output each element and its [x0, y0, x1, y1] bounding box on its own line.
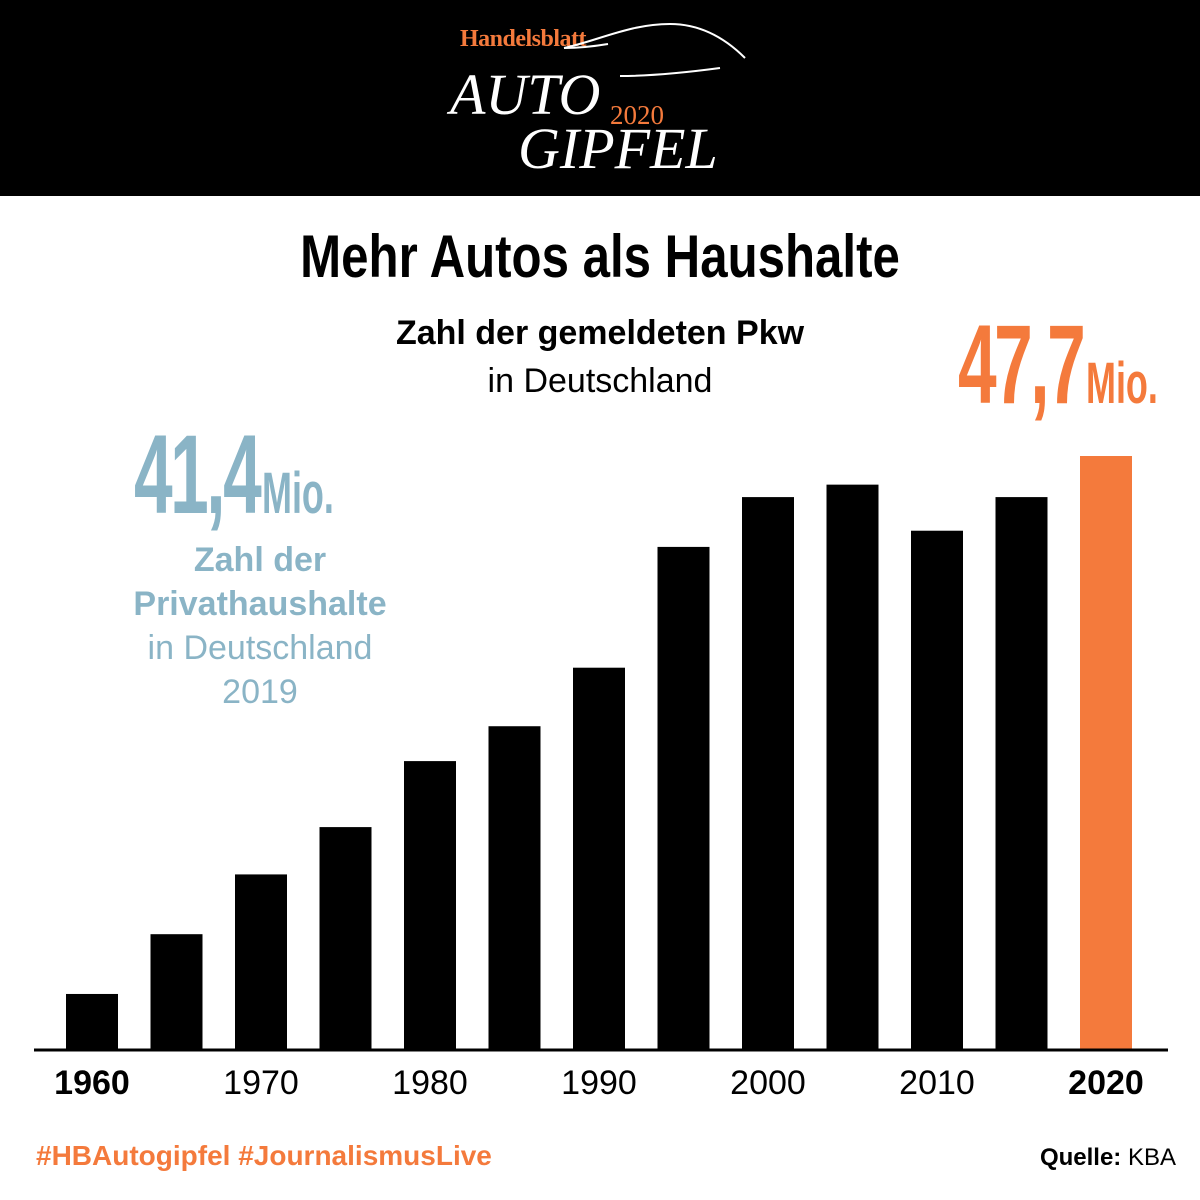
households-value-number: 41,4 — [134, 412, 262, 537]
bars-group — [66, 456, 1132, 1051]
bar-1990 — [573, 667, 625, 1050]
brand-gipfel-text: GIPFEL — [518, 116, 718, 181]
bar-1960 — [66, 993, 118, 1050]
households-label-line1: Zahl der — [193, 541, 327, 579]
households-value-callout: 41,4 Mio. — [134, 410, 334, 539]
chart-subtitle-bold: Zahl der gemeldeten Pkw — [395, 314, 805, 352]
highlight-value-number: 47,7 — [958, 302, 1086, 427]
households-value-unit: Mio. — [261, 461, 334, 526]
x-tick-label-1970: 1970 — [223, 1064, 299, 1102]
x-tick-label-2020: 2020 — [1068, 1064, 1144, 1102]
households-label-line3: in Deutschland — [147, 629, 373, 667]
households-label: Zahl der Privathaushalte in Deutschland … — [60, 538, 460, 714]
footer-hashtags: #HBAutogipfel #JournalismusLive — [36, 1140, 492, 1171]
households-label-line4: 2019 — [222, 673, 298, 711]
footer-source: Quelle: KBA — [1040, 1144, 1176, 1172]
brand-auto-text: AUTO — [450, 62, 601, 127]
source-label: Quelle: — [1039, 1144, 1122, 1171]
x-tick-label-1990: 1990 — [561, 1064, 637, 1102]
bar-2015 — [995, 497, 1048, 1050]
chart-subtitle-light: in Deutschland — [487, 362, 713, 400]
bar-1975 — [319, 827, 372, 1050]
car-outline-icon — [563, 22, 746, 77]
bar-1985 — [488, 726, 541, 1050]
x-tick-label-1960: 1960 — [54, 1064, 130, 1102]
highlight-value-unit: Mio. — [1085, 351, 1158, 416]
source-value: KBA — [1127, 1144, 1176, 1171]
x-tick-labels: 1960 1970 1980 1990 2000 2010 2020 — [54, 1064, 1144, 1102]
bar-1995 — [657, 546, 710, 1050]
bar-2010 — [911, 530, 963, 1050]
bar-2005 — [826, 484, 879, 1051]
households-label-line2: Privathaushalte — [133, 585, 387, 623]
x-tick-label-2010: 2010 — [899, 1064, 975, 1102]
highlight-value-callout: 47,7 Mio. — [958, 300, 1158, 429]
bar-1970 — [235, 874, 287, 1050]
x-tick-label-2000: 2000 — [730, 1064, 806, 1102]
bar-1980 — [404, 761, 456, 1050]
header-banner: Handelsblatt AUTO 2020 GIPFEL — [0, 0, 1200, 196]
brand-year-text: 2020 — [610, 100, 664, 130]
bar-2020 — [1080, 456, 1132, 1050]
bar-2000 — [742, 497, 794, 1050]
bar-1965 — [150, 934, 203, 1050]
x-tick-label-1980: 1980 — [392, 1064, 468, 1102]
chart-title: Mehr Autos als Haushalte — [300, 223, 900, 290]
